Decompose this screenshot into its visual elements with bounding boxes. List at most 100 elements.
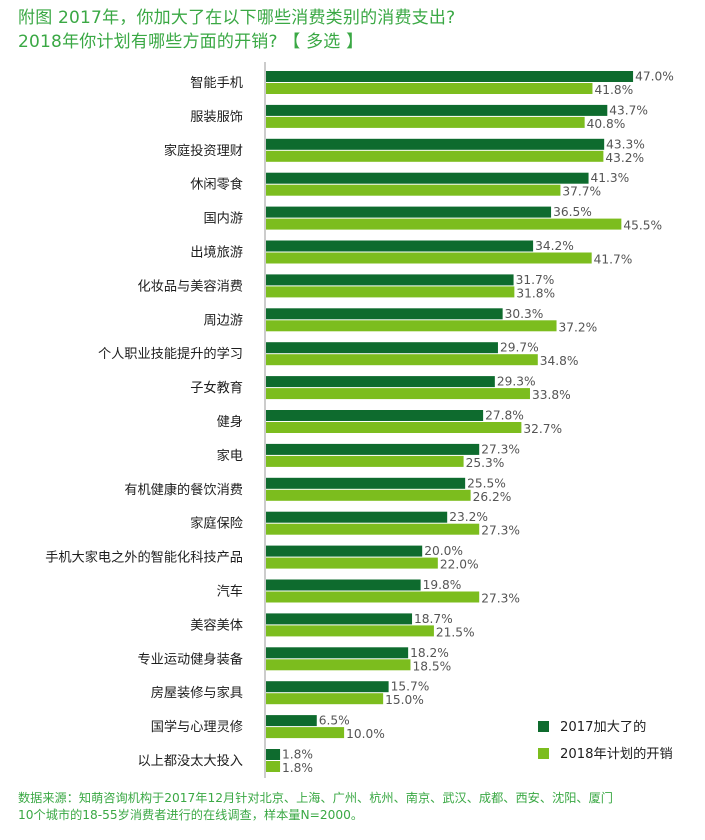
bar-2017 — [266, 715, 317, 727]
category-label: 房屋装修与家具 — [151, 684, 243, 701]
data-label-2018: 31.8% — [516, 286, 555, 300]
data-label-2018: 40.8% — [587, 117, 626, 131]
bar-2018 — [266, 388, 530, 400]
data-label-2017: 6.5% — [319, 714, 350, 728]
category-label: 以上都没太大投入 — [138, 753, 244, 769]
bar-2017 — [266, 104, 608, 116]
category-label: 家庭投资理财 — [164, 142, 243, 159]
data-label-2017: 47.0% — [635, 70, 674, 84]
bar-2017 — [266, 545, 423, 557]
bar-2017 — [266, 749, 281, 760]
data-source-note: 数据来源：知萌咨询机构于2017年12月针对北京、上海、广州、杭州、南京、武汉、… — [18, 790, 703, 824]
legend-swatch-2017 — [538, 721, 549, 732]
data-label-2017: 27.3% — [481, 442, 520, 456]
bar-2018 — [266, 761, 281, 772]
legend-swatch-2018 — [538, 748, 549, 759]
data-label-2018: 10.0% — [346, 727, 385, 741]
data-label-2017: 29.7% — [500, 341, 539, 355]
bar-2018 — [266, 184, 561, 196]
data-label-2017: 29.3% — [497, 375, 536, 389]
bar-2018 — [266, 116, 585, 128]
bar-2017 — [266, 206, 552, 218]
category-label: 专业运动健身装备 — [138, 650, 244, 667]
bar-2017 — [266, 240, 534, 252]
bar-2018 — [266, 354, 538, 366]
data-label-2018: 33.8% — [532, 388, 571, 402]
bar-2018 — [266, 693, 384, 705]
category-label: 手机大家电之外的智能化科技产品 — [45, 549, 243, 566]
data-label-2017: 31.7% — [516, 273, 555, 287]
bar-2017 — [266, 443, 480, 455]
category-label: 休闲零食 — [190, 176, 243, 193]
data-label-2018: 37.7% — [562, 185, 601, 199]
category-label: 国学与心理灵修 — [151, 719, 243, 735]
data-label-2017: 41.3% — [591, 171, 630, 185]
bar-2018 — [266, 150, 604, 162]
data-label-2017: 34.2% — [535, 239, 574, 253]
bar-2017 — [266, 410, 484, 421]
data-label-2017: 27.8% — [485, 409, 524, 423]
data-label-2017: 15.7% — [391, 680, 430, 694]
bar-2017 — [266, 681, 389, 693]
category-label: 化妆品与美容消费 — [138, 277, 244, 294]
source-line-1: 数据来源：知萌咨询机构于2017年12月针对北京、上海、广州、杭州、南京、武汉、… — [18, 791, 613, 805]
bar-2018 — [266, 422, 522, 433]
data-label-2018: 32.7% — [523, 422, 562, 436]
bar-2017 — [266, 647, 409, 659]
data-label-2017: 30.3% — [505, 307, 544, 321]
data-label-2018: 26.2% — [473, 490, 512, 504]
bar-2018 — [266, 523, 480, 535]
category-label: 家电 — [217, 447, 243, 464]
bar-2018 — [266, 455, 464, 467]
bar-2018 — [266, 83, 593, 94]
data-label-2017: 36.5% — [553, 205, 592, 219]
category-label: 出境旅游 — [190, 245, 243, 261]
data-label-2017: 25.5% — [467, 476, 506, 490]
bar-2017 — [266, 477, 466, 489]
category-label: 国内游 — [203, 211, 243, 227]
data-label-2018: 1.8% — [282, 761, 313, 775]
bar-2018 — [266, 218, 622, 230]
data-label-2018: 27.3% — [481, 524, 520, 538]
data-label-2018: 21.5% — [436, 625, 475, 639]
data-label-2018: 41.8% — [594, 83, 633, 97]
category-label: 智能手机 — [190, 75, 243, 91]
bar-chart: 智能手机 47.0%41.8%服装服饰 43.7%40.8%家庭投资理财 43.3%4… — [45, 62, 674, 778]
category-label: 健身 — [217, 414, 243, 430]
category-label: 个人职业技能提升的学习 — [98, 346, 243, 362]
bar-2018 — [266, 727, 345, 739]
bar-2017 — [266, 342, 498, 354]
data-label-2017: 18.7% — [414, 612, 453, 626]
data-label-2017: 18.2% — [410, 646, 449, 660]
data-label-2018: 25.3% — [466, 456, 505, 470]
data-label-2018: 34.8% — [540, 354, 579, 368]
category-label: 美容美体 — [190, 616, 243, 633]
category-label: 服装服饰 — [190, 109, 243, 125]
category-label: 有机健康的餐饮消费 — [124, 481, 243, 498]
data-label-2018: 37.2% — [559, 320, 598, 334]
data-label-2018: 45.5% — [623, 219, 662, 233]
data-label-2018: 43.2% — [605, 151, 644, 165]
source-line-2: 10个城市的18-55岁消费者进行的在线调查，样本量N=2000。 — [18, 808, 364, 822]
data-label-2017: 43.7% — [609, 103, 648, 117]
data-label-2018: 18.5% — [412, 659, 451, 673]
bar-2017 — [266, 71, 634, 82]
bar-2018 — [266, 320, 557, 332]
bar-2017 — [266, 376, 495, 388]
bar-2017 — [266, 138, 605, 150]
legend-label-2017: 2017加大了的 — [560, 719, 646, 735]
bar-2018 — [266, 557, 438, 569]
bar-2018 — [266, 286, 515, 298]
chart-title-block: 附图 2017年，你加大了在以下哪些消费类别的消费支出? 2018年你计划有哪些… — [18, 6, 698, 54]
data-label-2017: 19.8% — [423, 578, 462, 592]
bar-2018 — [266, 252, 592, 264]
chart-subtitle: 2018年你计划有哪些方面的开销? 【 多选 】 — [18, 32, 364, 52]
bar-2018 — [266, 591, 480, 603]
bar-2018 — [266, 625, 434, 637]
category-label: 子女教育 — [190, 379, 243, 396]
bar-2017 — [266, 172, 589, 184]
data-label-2018: 27.3% — [481, 592, 520, 606]
data-label-2017: 20.0% — [424, 544, 463, 558]
bar-2017 — [266, 511, 448, 523]
bar-2017 — [266, 613, 413, 625]
